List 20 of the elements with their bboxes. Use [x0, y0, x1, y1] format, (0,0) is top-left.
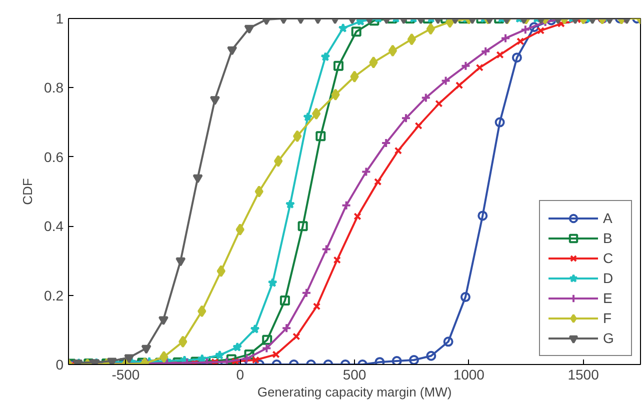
legend-label: F	[603, 309, 613, 327]
x-tick-label: 1500	[568, 366, 600, 382]
x-tick-label: -500	[112, 366, 140, 382]
y-tick-label: 1	[56, 10, 64, 26]
legend-label: B	[603, 229, 614, 247]
y-tick-label: 0.8	[44, 80, 64, 96]
x-tick-label: 500	[342, 366, 366, 382]
legend-label: G	[603, 329, 615, 347]
y-tick-label: 0.4	[44, 218, 64, 234]
y-tick-label: 0.6	[44, 148, 64, 165]
y-tick-label: 0	[56, 356, 64, 372]
y-tick-label: 0.2	[44, 287, 64, 304]
legend-label: E	[603, 289, 614, 307]
legend-label: C	[603, 249, 614, 267]
legend-label: A	[603, 209, 614, 227]
x-tick-label: 1000	[453, 366, 485, 382]
x-axis-title: Generating capacity margin (MW)	[257, 384, 452, 400]
legend-label: D	[603, 269, 614, 287]
x-tick-label: 0	[236, 366, 244, 382]
y-axis-title: CDF	[20, 178, 36, 205]
